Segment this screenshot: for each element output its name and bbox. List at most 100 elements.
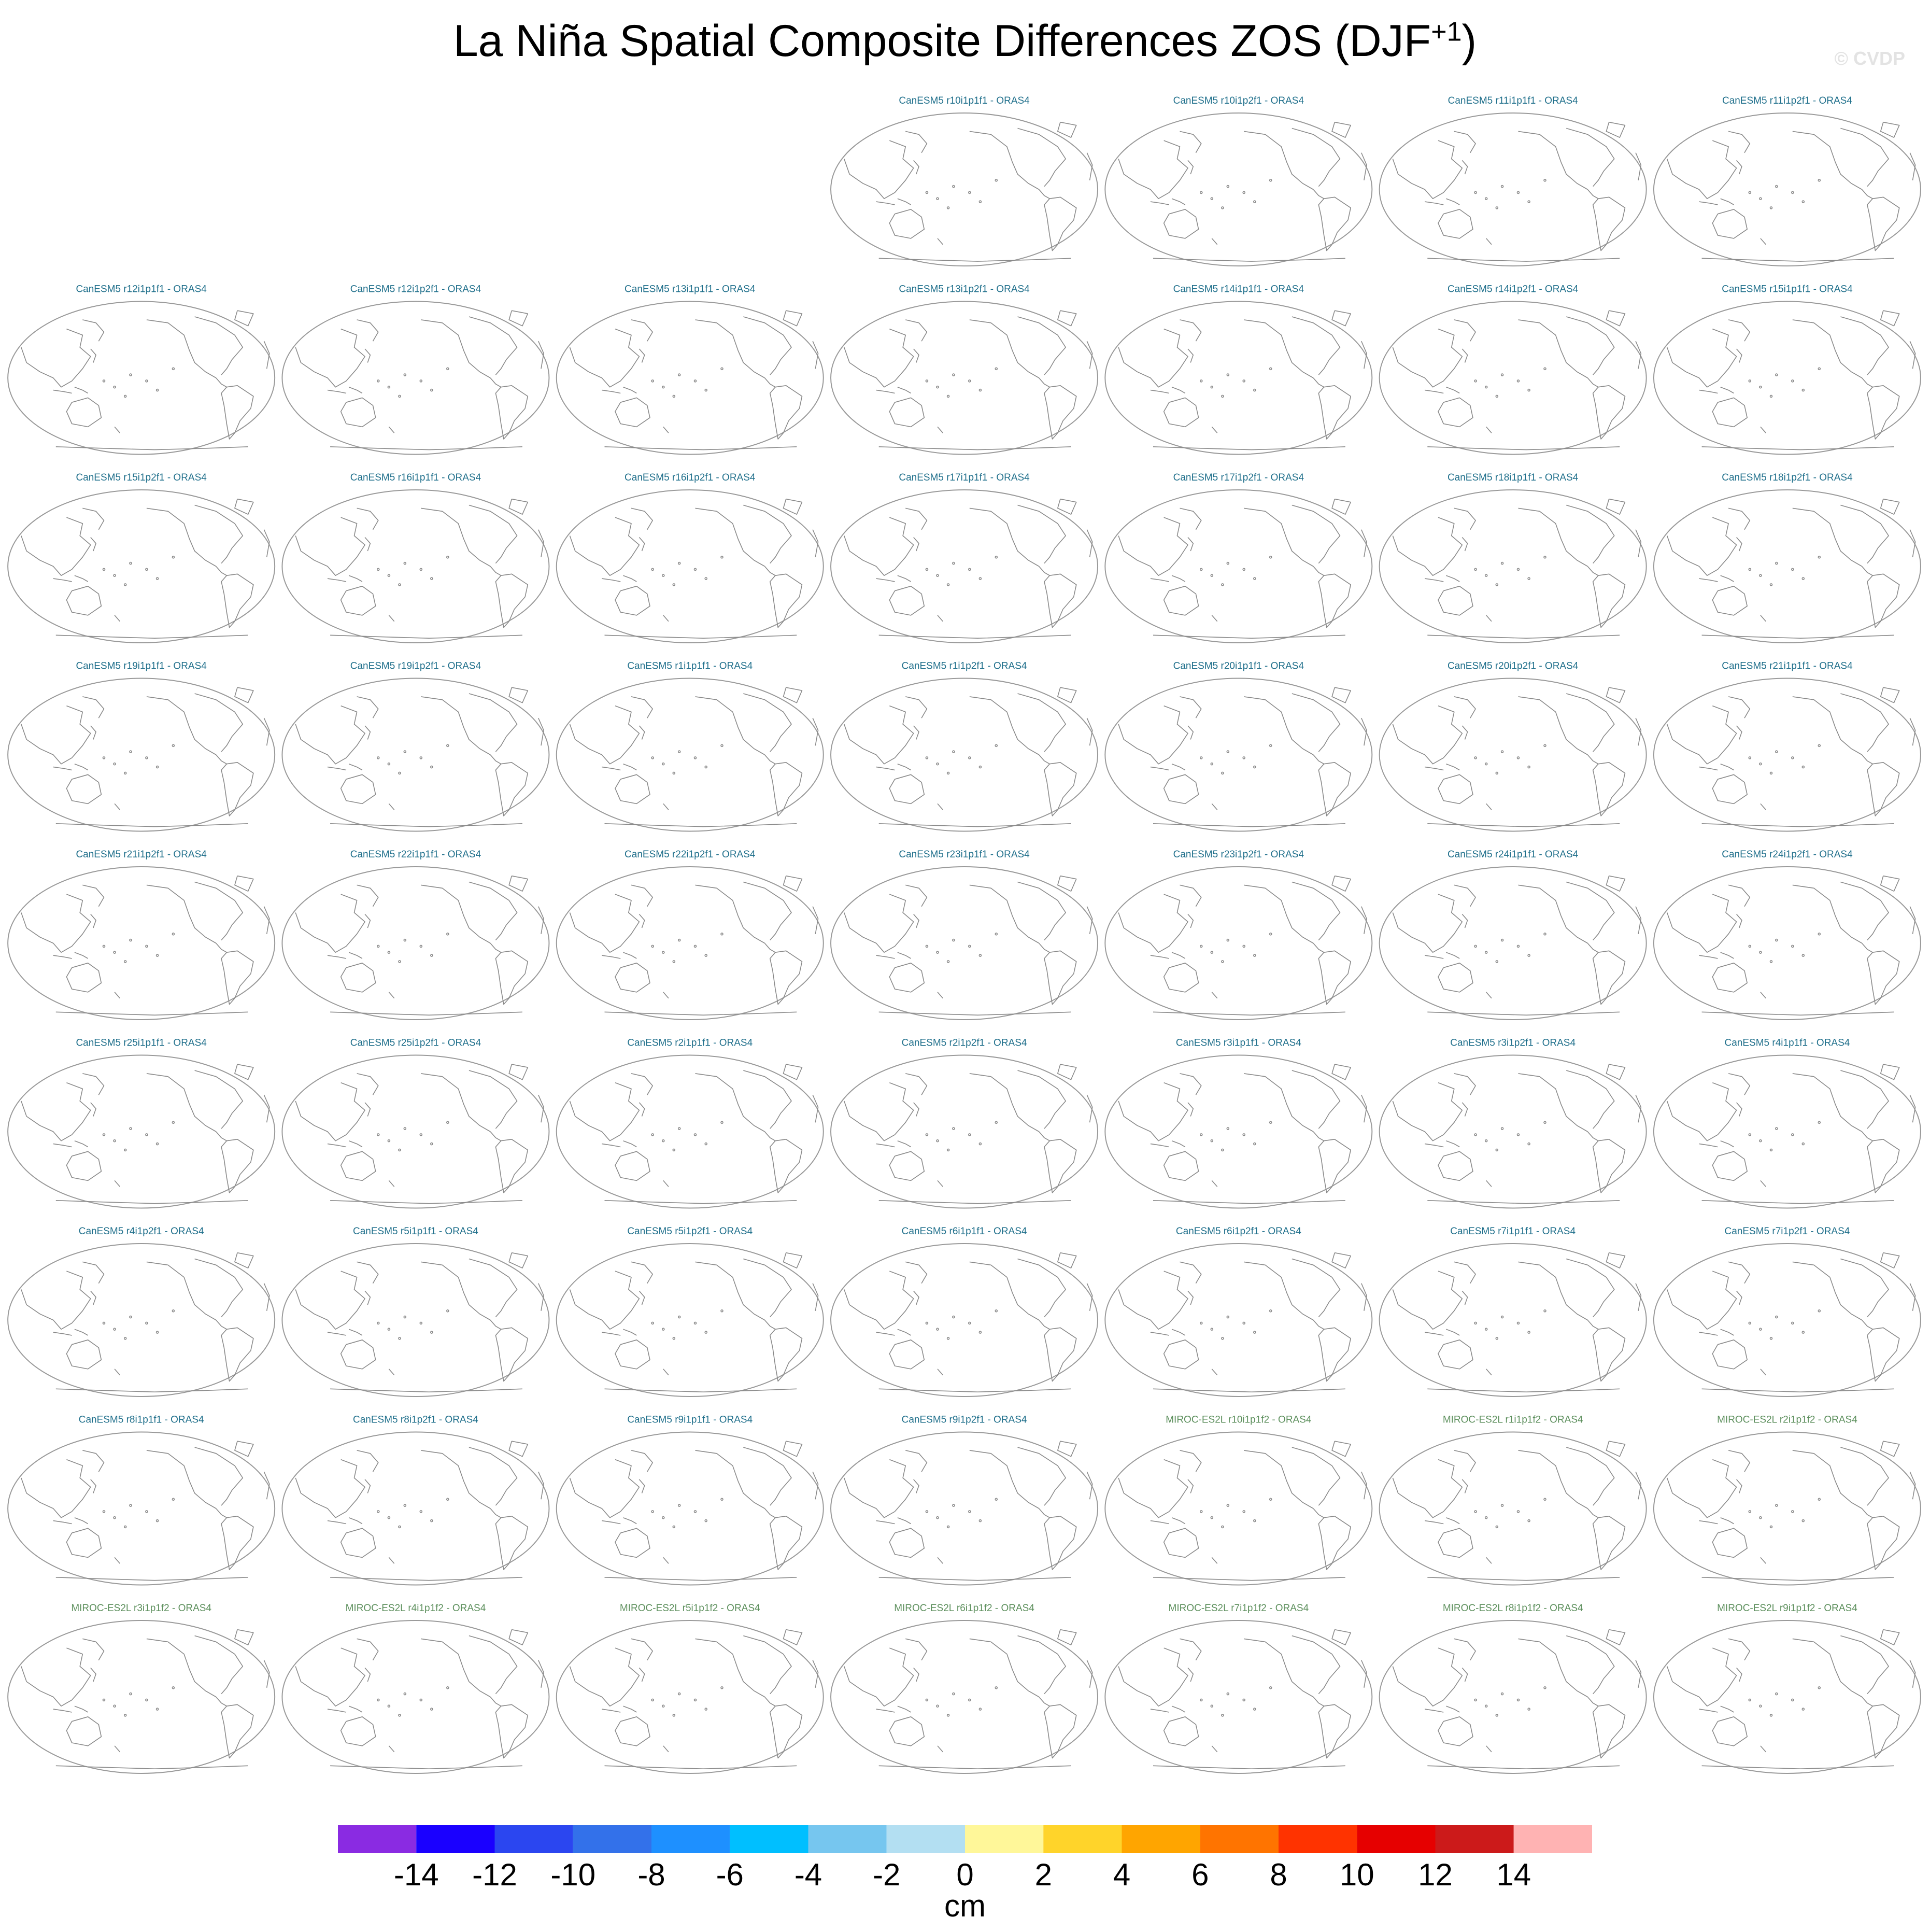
coastline-segment xyxy=(695,1073,765,1132)
coastline-segment xyxy=(897,198,911,205)
coastline-segment xyxy=(770,1516,803,1570)
island-dot xyxy=(446,1121,449,1124)
coastline-segment xyxy=(82,1638,105,1661)
coastline-segment xyxy=(1454,1073,1476,1095)
island-dot xyxy=(1210,1704,1214,1708)
coastlines xyxy=(295,310,544,450)
island-dot xyxy=(446,1309,449,1313)
coastlines xyxy=(295,1064,544,1204)
coastline-segment xyxy=(469,316,518,375)
island-dot xyxy=(1516,1133,1520,1136)
coastline-segment xyxy=(538,1660,544,1688)
coastline-segment xyxy=(1118,705,1188,765)
panel-title: CanESM5 r8i1p2f1 - ORAS4 xyxy=(353,1415,478,1426)
coastline-segment xyxy=(1909,1283,1916,1311)
map-panel: CanESM5 r2i1p1f1 - ORAS4 xyxy=(556,1038,824,1209)
map-panel: CanESM5 r1i1p2f1 - ORAS4 xyxy=(830,661,1099,832)
island-dot xyxy=(1474,1321,1477,1325)
coastline-segment xyxy=(1454,696,1476,718)
colorbar-tick-label: -8 xyxy=(637,1857,665,1892)
coastline-segment xyxy=(1728,696,1751,718)
coastline-segment xyxy=(1720,1140,1734,1148)
coastline-segment xyxy=(1187,160,1194,175)
coastline-segment xyxy=(469,504,518,564)
island-dot xyxy=(387,1704,391,1708)
coastline-segment xyxy=(1392,1082,1463,1141)
coastline-segment xyxy=(146,507,217,567)
island-dot xyxy=(1484,1704,1488,1708)
colorbar-swatch xyxy=(1122,1825,1200,1853)
coastline-segment xyxy=(357,884,379,907)
island-dot xyxy=(978,388,982,392)
coastline-segment xyxy=(1153,258,1345,262)
map-outline xyxy=(281,1054,550,1209)
island-dot xyxy=(1543,367,1546,371)
coastline-segment xyxy=(1587,1131,1599,1141)
island-dot xyxy=(1500,1315,1504,1319)
coastline-segment xyxy=(1760,992,1766,999)
coastline-segment xyxy=(1427,1577,1620,1581)
coastline-segment xyxy=(1180,507,1202,530)
colorbar-swatch xyxy=(808,1825,887,1853)
island-dot xyxy=(1748,1321,1752,1325)
coastline-segment xyxy=(55,1388,248,1392)
coastline-segment xyxy=(1392,517,1463,576)
island-dot xyxy=(1769,1525,1773,1529)
island-dot xyxy=(1818,744,1821,748)
island-dot xyxy=(403,561,407,565)
island-dot xyxy=(1818,1686,1821,1689)
coastline-segment xyxy=(1518,131,1588,190)
coastline-segment xyxy=(90,1667,96,1682)
coastline-segment xyxy=(1720,1329,1734,1336)
map-panel: CanESM5 r17i1p1f1 - ORAS4 xyxy=(830,472,1099,643)
map-panel: CanESM5 r4i1p1f1 - ORAS4 xyxy=(1653,1038,1921,1209)
figure-title: La Niña Spatial Composite Differences ZO… xyxy=(0,16,1930,67)
map-panel: CanESM5 r18i1p1f1 - ORAS4 xyxy=(1379,472,1647,643)
map-outline xyxy=(556,489,824,643)
coastline-segment xyxy=(1728,131,1751,153)
coastline-segment xyxy=(1361,906,1367,934)
island-dot xyxy=(1242,1321,1245,1325)
coastline-segment xyxy=(330,1388,522,1392)
coastline-segment xyxy=(340,774,376,805)
coastline-segment xyxy=(1760,803,1766,810)
island-dot xyxy=(672,1148,676,1152)
island-dot xyxy=(129,561,132,565)
island-dot xyxy=(1543,744,1546,748)
coastline-segment xyxy=(1861,1131,1873,1141)
colorbar-swatch xyxy=(965,1825,1044,1853)
map-outline xyxy=(1104,866,1373,1020)
coastline-segment xyxy=(1425,1143,1444,1148)
coastline-segment xyxy=(216,1131,227,1141)
coastline-segment xyxy=(340,1528,376,1558)
panel-title: CanESM5 r2i1p1f1 - ORAS4 xyxy=(627,1038,753,1049)
coastline-segment xyxy=(878,446,1071,450)
coastline-segment xyxy=(295,705,365,765)
coastline-segment xyxy=(538,1094,544,1123)
island-dot xyxy=(936,574,939,577)
island-dot xyxy=(113,574,116,577)
coastline-segment xyxy=(1728,1261,1751,1284)
coastline-segment xyxy=(1840,1070,1889,1129)
coastline-segment xyxy=(1017,1447,1066,1506)
island-dot xyxy=(1500,373,1504,376)
coastline-segment xyxy=(1728,1450,1751,1472)
coastline-segment xyxy=(1792,131,1862,190)
coastline-segment xyxy=(663,1369,669,1376)
panel-title: MIROC-ES2L r2i1p1f2 - ORAS4 xyxy=(1717,1415,1857,1426)
coastline-segment xyxy=(1867,196,1900,251)
coastline-segment xyxy=(1244,884,1314,944)
coastline-segment xyxy=(1425,389,1444,394)
island-dot xyxy=(1543,1309,1546,1313)
island-dot xyxy=(936,951,939,954)
coastline-segment xyxy=(146,319,217,378)
coastline-segment xyxy=(1057,498,1077,515)
island-dot xyxy=(1801,577,1805,580)
coastline-segment xyxy=(905,507,928,530)
coastline-segment xyxy=(1427,823,1620,827)
coastlines xyxy=(1392,121,1642,262)
island-dot xyxy=(1543,933,1546,936)
coastline-segment xyxy=(388,615,395,622)
coastline-segment xyxy=(569,1647,640,1707)
coastline-segment xyxy=(1909,1094,1916,1123)
